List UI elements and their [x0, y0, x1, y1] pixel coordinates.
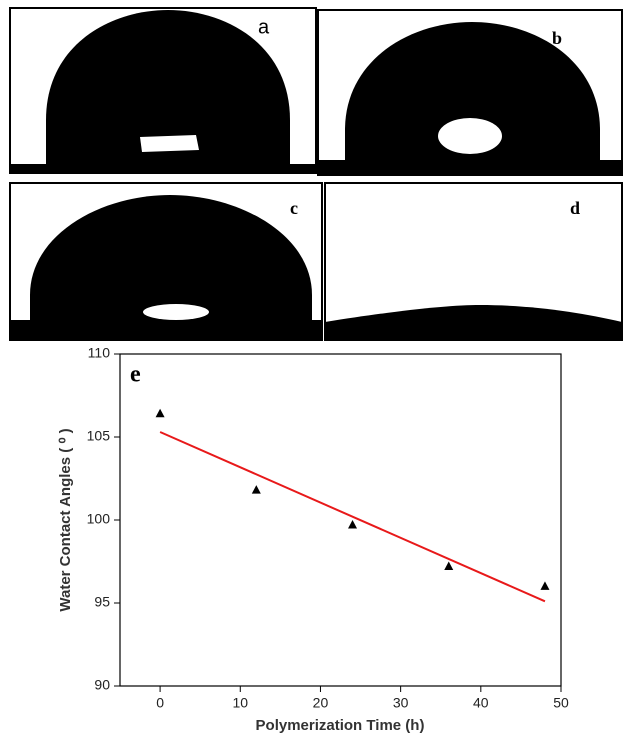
data-point [348, 519, 358, 529]
x-tick-label: 50 [553, 695, 569, 711]
data-point [444, 561, 454, 570]
droplet-image [9, 182, 323, 341]
x-tick-label: 30 [393, 695, 409, 711]
panel-label: a [258, 16, 270, 38]
panel-label: d [570, 198, 580, 218]
y-tick-label: 90 [94, 677, 110, 693]
panel-label: b [552, 28, 562, 48]
droplet-image [9, 7, 317, 174]
data-point [540, 581, 550, 590]
x-tick-label: 20 [313, 695, 329, 711]
y-tick-label: 110 [88, 345, 111, 361]
plot-frame [119, 353, 562, 687]
x-axis-title: Polymerization Time (h) [256, 717, 425, 734]
data-point [251, 485, 261, 494]
panel-label: e [130, 362, 141, 388]
y-tick-label: 100 [87, 511, 111, 527]
data-point [155, 408, 165, 418]
y-axis-title: Water Contact Angles ( ⁰ ) [57, 428, 74, 611]
y-tick-label: 105 [87, 428, 111, 444]
x-tick-label: 40 [473, 695, 489, 711]
y-tick-label: 95 [94, 594, 110, 610]
panel-label: c [290, 198, 298, 218]
droplet-image [317, 9, 623, 176]
fit-line [159, 431, 546, 603]
x-tick-label: 0 [156, 695, 164, 711]
droplet-image [324, 182, 623, 341]
x-tick-label: 10 [232, 695, 248, 711]
